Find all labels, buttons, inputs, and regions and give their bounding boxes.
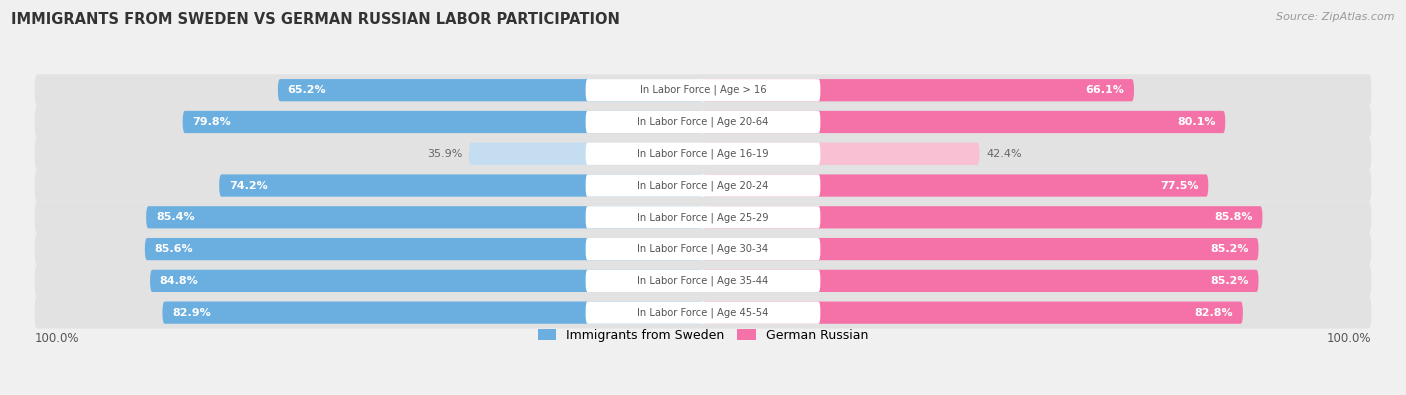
Text: In Labor Force | Age 35-44: In Labor Force | Age 35-44	[637, 276, 769, 286]
Text: 66.1%: 66.1%	[1085, 85, 1125, 95]
Text: 82.8%: 82.8%	[1195, 308, 1233, 318]
Text: 100.0%: 100.0%	[1327, 331, 1371, 344]
Legend: Immigrants from Sweden, German Russian: Immigrants from Sweden, German Russian	[533, 324, 873, 347]
Text: 84.8%: 84.8%	[160, 276, 198, 286]
Text: In Labor Force | Age > 16: In Labor Force | Age > 16	[640, 85, 766, 96]
FancyBboxPatch shape	[586, 111, 820, 133]
FancyBboxPatch shape	[703, 238, 1258, 260]
FancyBboxPatch shape	[35, 233, 1371, 265]
FancyBboxPatch shape	[586, 270, 820, 292]
Text: 35.9%: 35.9%	[427, 149, 463, 159]
FancyBboxPatch shape	[703, 206, 1263, 228]
Text: 77.5%: 77.5%	[1160, 181, 1198, 190]
FancyBboxPatch shape	[35, 169, 1371, 201]
FancyBboxPatch shape	[586, 206, 820, 228]
Text: In Labor Force | Age 45-54: In Labor Force | Age 45-54	[637, 307, 769, 318]
FancyBboxPatch shape	[703, 143, 980, 165]
Text: IMMIGRANTS FROM SWEDEN VS GERMAN RUSSIAN LABOR PARTICIPATION: IMMIGRANTS FROM SWEDEN VS GERMAN RUSSIAN…	[11, 12, 620, 27]
Text: 85.8%: 85.8%	[1215, 213, 1253, 222]
Text: In Labor Force | Age 20-24: In Labor Force | Age 20-24	[637, 180, 769, 191]
FancyBboxPatch shape	[470, 143, 703, 165]
Text: Source: ZipAtlas.com: Source: ZipAtlas.com	[1277, 12, 1395, 22]
Text: In Labor Force | Age 20-64: In Labor Force | Age 20-64	[637, 117, 769, 127]
FancyBboxPatch shape	[586, 175, 820, 197]
FancyBboxPatch shape	[35, 74, 1371, 106]
FancyBboxPatch shape	[586, 238, 820, 260]
Text: 85.2%: 85.2%	[1211, 244, 1249, 254]
Text: 79.8%: 79.8%	[193, 117, 231, 127]
FancyBboxPatch shape	[35, 297, 1371, 329]
Text: 74.2%: 74.2%	[229, 181, 267, 190]
Text: 80.1%: 80.1%	[1177, 117, 1216, 127]
FancyBboxPatch shape	[703, 301, 1243, 324]
FancyBboxPatch shape	[146, 206, 703, 228]
FancyBboxPatch shape	[150, 270, 703, 292]
FancyBboxPatch shape	[163, 301, 703, 324]
FancyBboxPatch shape	[35, 265, 1371, 297]
Text: 85.2%: 85.2%	[1211, 276, 1249, 286]
FancyBboxPatch shape	[278, 79, 703, 102]
FancyBboxPatch shape	[703, 175, 1208, 197]
FancyBboxPatch shape	[35, 201, 1371, 233]
FancyBboxPatch shape	[35, 138, 1371, 169]
Text: In Labor Force | Age 30-34: In Labor Force | Age 30-34	[637, 244, 769, 254]
Text: In Labor Force | Age 16-19: In Labor Force | Age 16-19	[637, 149, 769, 159]
Text: 85.4%: 85.4%	[156, 213, 194, 222]
FancyBboxPatch shape	[586, 143, 820, 165]
FancyBboxPatch shape	[145, 238, 703, 260]
FancyBboxPatch shape	[586, 79, 820, 102]
FancyBboxPatch shape	[183, 111, 703, 133]
Text: 100.0%: 100.0%	[35, 331, 79, 344]
FancyBboxPatch shape	[703, 79, 1135, 102]
Text: 82.9%: 82.9%	[172, 308, 211, 318]
Text: 42.4%: 42.4%	[986, 149, 1022, 159]
FancyBboxPatch shape	[703, 270, 1258, 292]
FancyBboxPatch shape	[703, 111, 1225, 133]
FancyBboxPatch shape	[35, 106, 1371, 138]
Text: In Labor Force | Age 25-29: In Labor Force | Age 25-29	[637, 212, 769, 222]
FancyBboxPatch shape	[219, 175, 703, 197]
FancyBboxPatch shape	[586, 301, 820, 324]
Text: 85.6%: 85.6%	[155, 244, 193, 254]
Text: 65.2%: 65.2%	[288, 85, 326, 95]
